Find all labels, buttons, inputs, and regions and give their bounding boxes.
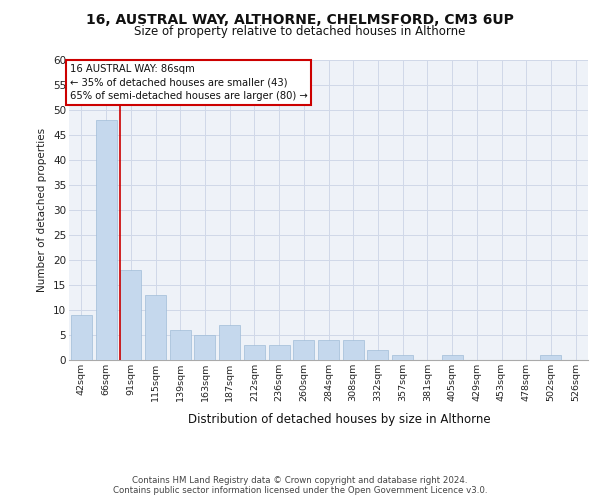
Text: Distribution of detached houses by size in Althorne: Distribution of detached houses by size … [188, 412, 490, 426]
Bar [343, 340, 364, 360]
Text: 16 AUSTRAL WAY: 86sqm
← 35% of detached houses are smaller (43)
65% of semi-deta: 16 AUSTRAL WAY: 86sqm ← 35% of detached … [70, 64, 307, 101]
Bar [95, 120, 116, 360]
Bar [145, 295, 166, 360]
Text: 16, AUSTRAL WAY, ALTHORNE, CHELMSFORD, CM3 6UP: 16, AUSTRAL WAY, ALTHORNE, CHELMSFORD, C… [86, 12, 514, 26]
Bar [71, 315, 92, 360]
Bar [170, 330, 191, 360]
Bar [392, 355, 413, 360]
Bar [318, 340, 339, 360]
Bar [244, 345, 265, 360]
Text: Contains public sector information licensed under the Open Government Licence v3: Contains public sector information licen… [113, 486, 487, 495]
Bar [219, 325, 240, 360]
Bar [269, 345, 290, 360]
Bar [367, 350, 388, 360]
Bar [120, 270, 141, 360]
Text: Contains HM Land Registry data © Crown copyright and database right 2024.: Contains HM Land Registry data © Crown c… [132, 476, 468, 485]
Y-axis label: Number of detached properties: Number of detached properties [37, 128, 47, 292]
Bar [442, 355, 463, 360]
Bar [293, 340, 314, 360]
Bar [541, 355, 562, 360]
Bar [194, 335, 215, 360]
Text: Size of property relative to detached houses in Althorne: Size of property relative to detached ho… [134, 25, 466, 38]
